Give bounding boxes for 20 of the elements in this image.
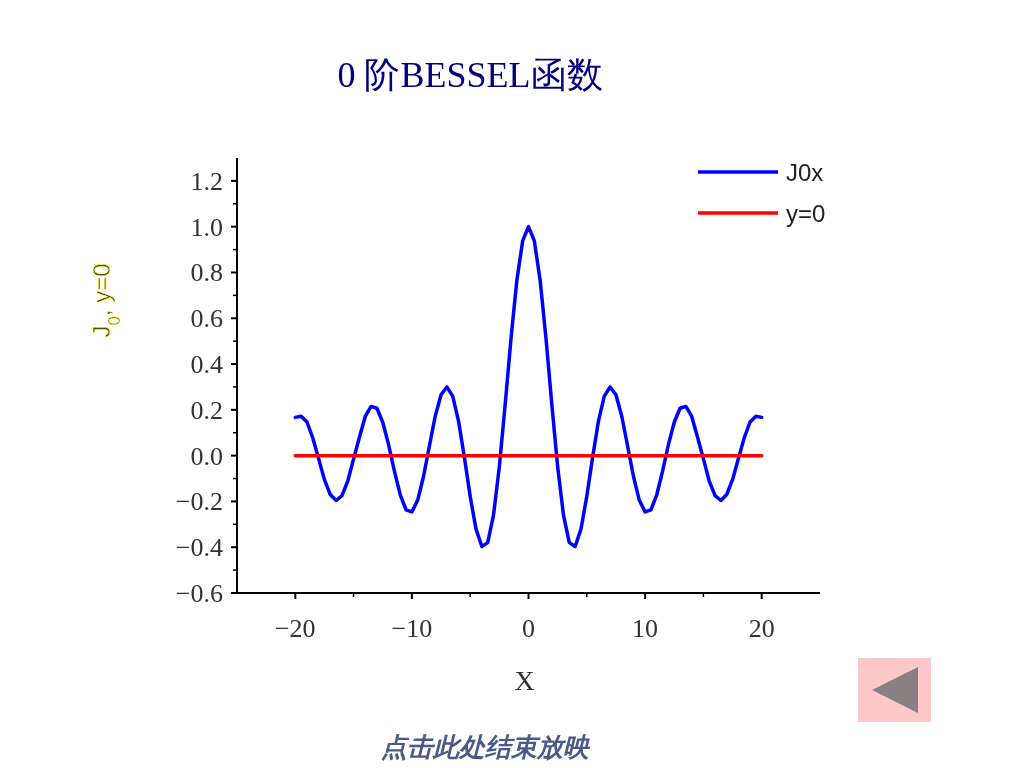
- x-tick-label: 0: [522, 614, 535, 643]
- y-tick-label: 1.2: [190, 166, 223, 196]
- x-axis-title: X: [514, 665, 535, 696]
- y-tick-label: −0.2: [175, 487, 223, 517]
- x-tick-label: 20: [748, 614, 775, 643]
- y-tick-label: 1.0: [190, 212, 223, 242]
- x-tick-label: 10: [632, 614, 659, 643]
- y-tick-label: −0.4: [175, 533, 223, 563]
- y-tick-label: 0.4: [190, 350, 223, 380]
- x-tick-label: −10: [391, 614, 433, 643]
- legend-label: J0x: [786, 159, 824, 186]
- x-tick-label: −20: [274, 614, 316, 643]
- y-tick-label: 0.2: [190, 395, 223, 425]
- y-tick-label: 0.8: [190, 258, 223, 288]
- y-tick-label: 0.6: [190, 304, 223, 334]
- y-tick-label: −0.6: [175, 579, 223, 608]
- chart-title: 0 阶BESSEL函数: [337, 55, 603, 95]
- text: 点击此处结束放映: [381, 732, 591, 762]
- y-tick-label: 0.0: [190, 441, 223, 471]
- legend-label: y=0: [786, 200, 826, 227]
